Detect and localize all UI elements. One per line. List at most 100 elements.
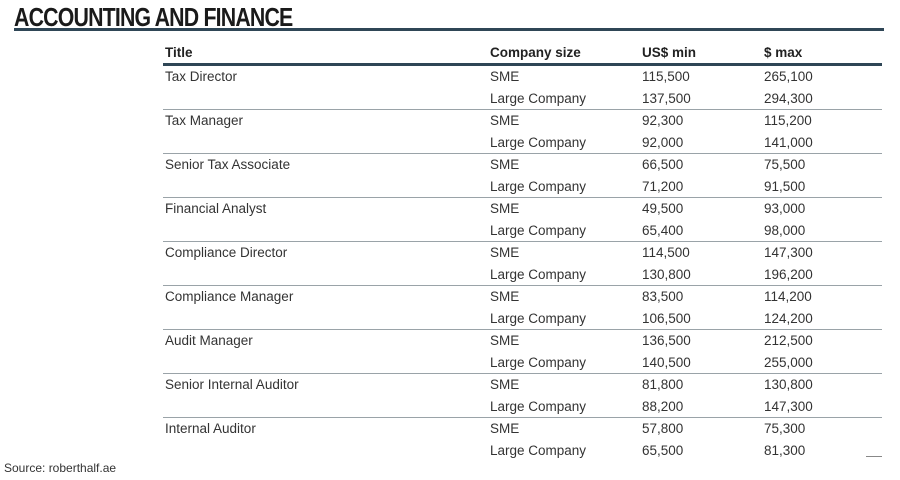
title-divider [14, 28, 884, 31]
job-title-cell: Tax Manager [165, 113, 244, 128]
max-salary-cell: 91,500 [762, 175, 882, 198]
min-salary-cell: 140,500 [640, 351, 762, 374]
table-row: Senior Tax Associate SME 66,500 75,500 [163, 154, 882, 176]
job-title-cell: Compliance Director [165, 245, 288, 260]
company-size-cell: SME [490, 69, 520, 84]
job-title-cell [163, 395, 488, 418]
column-header-company-size: Company size [488, 44, 640, 66]
company-size-cell: SME [490, 157, 520, 172]
max-salary-cell: 147,300 [764, 245, 813, 260]
job-title-cell: Audit Manager [165, 333, 253, 348]
max-salary-cell: 147,300 [762, 395, 882, 418]
min-salary-cell: 137,500 [640, 87, 762, 110]
max-salary-cell: 93,000 [764, 201, 806, 216]
company-size-cell: Large Company [490, 442, 587, 458]
table-row: Tax Director SME 115,500 265,100 [163, 65, 882, 88]
job-title-cell [163, 131, 488, 154]
min-salary-cell: 136,500 [642, 333, 691, 348]
min-salary-cell: 71,200 [640, 175, 762, 198]
table-row: Large Company 140,500 255,000 [163, 351, 882, 374]
job-title-cell [163, 263, 488, 286]
max-salary-cell: 255,000 [762, 351, 882, 374]
table-row: Senior Internal Auditor SME 81,800 130,800 [163, 374, 882, 396]
company-size-cell: Large Company [488, 219, 640, 242]
max-salary-cell: 81,300 [764, 442, 806, 458]
max-salary-cell: 98,000 [762, 219, 882, 242]
min-salary-cell: 130,800 [640, 263, 762, 286]
min-salary-cell: 65,500 [642, 442, 684, 458]
job-title-cell: Compliance Manager [165, 289, 294, 304]
min-salary-cell: 92,300 [642, 113, 684, 128]
min-salary-cell: 106,500 [640, 307, 762, 330]
table-row: Large Company 137,500 294,300 [163, 87, 882, 110]
company-size-cell: SME [490, 245, 520, 260]
min-salary-cell: 57,800 [642, 421, 684, 436]
salary-table: Title Company size US$ min $ max Tax Dir… [163, 44, 882, 461]
min-salary-cell: 81,800 [642, 377, 684, 392]
min-salary-cell: 65,400 [640, 219, 762, 242]
job-title-cell [163, 175, 488, 198]
table-row: Large Company 88,200 147,300 [163, 395, 882, 418]
company-size-cell: Large Company [488, 307, 640, 330]
min-salary-cell: 114,500 [642, 245, 690, 260]
company-size-cell: Large Company [488, 175, 640, 198]
job-title-cell: Tax Director [165, 69, 238, 84]
company-size-cell: Large Company [488, 395, 640, 418]
min-salary-cell: 92,000 [640, 131, 762, 154]
table-row: Audit Manager SME 136,500 212,500 [163, 330, 882, 352]
company-size-cell: SME [490, 377, 520, 392]
table-row: Large Company 65,500 81,300 [163, 440, 882, 462]
job-title-cell: Internal Auditor [165, 421, 256, 436]
column-header-max: $ max [762, 44, 882, 66]
table-row: Large Company 106,500 124,200 [163, 307, 882, 330]
company-size-cell: Large Company [488, 131, 640, 154]
source-note: Source: roberthalf.ae [4, 461, 117, 475]
company-size-cell: SME [490, 289, 520, 304]
job-title-cell: Financial Analyst [165, 201, 267, 216]
company-size-cell: SME [490, 113, 520, 128]
max-salary-cell: 130,800 [764, 377, 813, 392]
min-salary-cell: 115,500 [642, 69, 690, 84]
max-salary-cell: 75,300 [764, 421, 806, 436]
decorative-dash [866, 456, 882, 457]
company-size-cell: SME [490, 201, 520, 216]
job-title-cell [163, 87, 488, 110]
max-salary-cell: 124,200 [762, 307, 882, 330]
job-title-cell [163, 351, 488, 374]
job-title-cell [163, 307, 488, 330]
min-salary-cell: 49,500 [642, 201, 684, 216]
max-salary-cell: 115,200 [764, 113, 812, 128]
min-salary-cell: 83,500 [642, 289, 684, 304]
min-salary-cell: 88,200 [640, 395, 762, 418]
job-title-cell [163, 219, 488, 242]
job-title-cell: Senior Internal Auditor [165, 377, 299, 392]
company-size-cell: SME [490, 333, 520, 348]
max-salary-cell: 75,500 [764, 157, 806, 172]
table-row: Financial Analyst SME 49,500 93,000 [163, 198, 882, 220]
table-row: Large Company 130,800 196,200 [163, 263, 882, 286]
company-size-cell: Large Company [488, 263, 640, 286]
page-title: ACCOUNTING AND FINANCE [14, 2, 293, 32]
column-header-min: US$ min [640, 44, 762, 66]
max-salary-cell: 212,500 [764, 333, 813, 348]
table-row: Tax Manager SME 92,300 115,200 [163, 110, 882, 132]
max-salary-cell: 141,000 [762, 131, 882, 154]
table-row: Internal Auditor SME 57,800 75,300 [163, 418, 882, 440]
table-row: Compliance Manager SME 83,500 114,200 [163, 286, 882, 308]
job-title-cell: Senior Tax Associate [165, 157, 291, 172]
company-size-cell: Large Company [488, 87, 640, 110]
table-row: Compliance Director SME 114,500 147,300 [163, 242, 882, 264]
job-title-cell [163, 440, 488, 462]
max-salary-cell: 114,200 [764, 289, 812, 304]
table-row: Large Company 71,200 91,500 [163, 175, 882, 198]
table-header: Title Company size US$ min $ max [163, 44, 882, 66]
column-header-title: Title [163, 44, 488, 66]
max-salary-cell: 196,200 [762, 263, 882, 286]
company-size-cell: SME [490, 421, 520, 436]
min-salary-cell: 66,500 [642, 157, 684, 172]
table-row: Large Company 92,000 141,000 [163, 131, 882, 154]
company-size-cell: Large Company [488, 351, 640, 374]
max-salary-cell: 294,300 [762, 87, 882, 110]
table-row: Large Company 65,400 98,000 [163, 219, 882, 242]
max-salary-cell: 265,100 [764, 69, 813, 84]
